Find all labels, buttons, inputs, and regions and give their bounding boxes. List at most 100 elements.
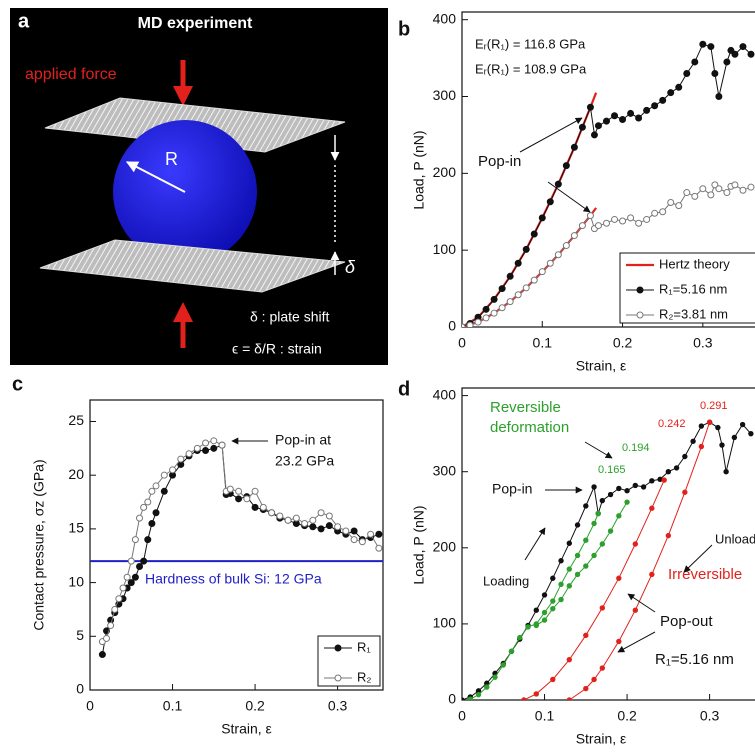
data-point bbox=[160, 487, 168, 495]
legend-label: R₁=5.16 nm bbox=[659, 281, 727, 296]
plot-frame bbox=[461, 387, 755, 701]
data-point bbox=[522, 284, 530, 292]
x-tick-label: 0.3 bbox=[700, 708, 720, 724]
data-point bbox=[462, 323, 466, 327]
annotation-arrow bbox=[683, 544, 713, 573]
y-tick-label: 15 bbox=[68, 520, 84, 536]
data-point bbox=[334, 523, 342, 531]
x-tick-label: 0.2 bbox=[613, 335, 633, 351]
data-point bbox=[375, 530, 383, 538]
legend-label: R₁ bbox=[357, 639, 371, 654]
data-point bbox=[747, 50, 755, 58]
data-point bbox=[98, 651, 106, 659]
data-point bbox=[538, 268, 546, 276]
data-point bbox=[558, 581, 564, 588]
data-point bbox=[462, 697, 465, 700]
x-tick-label: 0 bbox=[458, 335, 466, 351]
data-point bbox=[550, 676, 556, 683]
data-point bbox=[243, 495, 251, 503]
data-point bbox=[570, 232, 578, 240]
force-label: applied force bbox=[25, 66, 117, 83]
panel-label: a bbox=[18, 10, 30, 32]
data-point bbox=[148, 520, 156, 528]
data-point bbox=[140, 503, 148, 511]
y-tick-label: 200 bbox=[433, 539, 457, 555]
annotation: Pop-in bbox=[478, 153, 521, 170]
legend: Hertz theory R₁=5.16 nm R₂=3.81 nm bbox=[619, 252, 755, 324]
data-point bbox=[160, 471, 168, 479]
data-point bbox=[627, 109, 635, 117]
chart-panel: c 0 0.1 0.2 0.3 0 5 10 15 20 25 Strain, ε Contact pr… bbox=[12, 373, 384, 737]
data-point bbox=[367, 530, 375, 538]
data-point bbox=[747, 183, 755, 191]
data-point bbox=[723, 58, 731, 66]
data-point bbox=[616, 575, 622, 581]
x-tick-label: 0.1 bbox=[163, 698, 183, 714]
data-point bbox=[635, 114, 643, 122]
data-point bbox=[482, 305, 490, 313]
annotation-arrow bbox=[524, 527, 546, 561]
data-point bbox=[492, 674, 498, 680]
data-point bbox=[599, 497, 606, 504]
data-point bbox=[550, 605, 556, 612]
panel-a: a MD experiment applied force R δ δ : pl… bbox=[10, 8, 388, 365]
data-point bbox=[541, 592, 548, 598]
data-point bbox=[506, 272, 514, 280]
plot-frame bbox=[89, 399, 384, 691]
data-point bbox=[599, 665, 606, 671]
data-point bbox=[643, 106, 651, 114]
data-point bbox=[309, 516, 317, 524]
data-point bbox=[566, 540, 572, 546]
annotation: Unloading bbox=[715, 531, 755, 546]
data-point bbox=[546, 259, 554, 267]
annotation-arrow bbox=[584, 441, 613, 459]
data-point bbox=[202, 446, 210, 454]
data-point bbox=[375, 544, 383, 552]
legend-label: R₂ bbox=[357, 669, 371, 684]
data-point bbox=[602, 117, 610, 125]
data-point bbox=[111, 605, 119, 613]
data-point bbox=[342, 527, 350, 535]
data-point bbox=[651, 209, 659, 217]
y-tick-label: 0 bbox=[76, 681, 84, 697]
data-point bbox=[284, 516, 292, 524]
strain-label: ϵ = δ/R : strain bbox=[232, 341, 322, 357]
series-line bbox=[102, 440, 380, 643]
data-point bbox=[707, 191, 715, 199]
data-point bbox=[498, 285, 506, 293]
y-tick-label: 200 bbox=[433, 164, 457, 180]
data-point bbox=[566, 697, 572, 700]
series-line bbox=[523, 479, 665, 700]
data-point bbox=[517, 634, 523, 641]
data-point bbox=[500, 662, 506, 668]
data-point bbox=[177, 455, 185, 463]
data-point bbox=[739, 186, 747, 194]
data-point bbox=[715, 93, 723, 101]
data-point bbox=[235, 495, 243, 503]
data-point bbox=[482, 314, 490, 322]
y-tick-label: 100 bbox=[433, 615, 457, 631]
data-point bbox=[541, 609, 548, 616]
data-point bbox=[514, 291, 522, 299]
data-point bbox=[707, 43, 715, 51]
annotation: Eᵣ(R₁) = 108.9 GPa bbox=[475, 61, 587, 76]
data-point bbox=[594, 122, 602, 130]
data-point bbox=[715, 185, 723, 193]
data-point bbox=[550, 598, 556, 604]
annotation: R₁=5.16 nm bbox=[655, 651, 734, 668]
data-point bbox=[210, 444, 218, 452]
data-point bbox=[309, 523, 317, 531]
data-point bbox=[635, 219, 643, 227]
fit-line bbox=[462, 207, 597, 327]
x-tick-label: 0.3 bbox=[693, 335, 713, 351]
panel-label: d bbox=[398, 378, 410, 400]
data-point bbox=[484, 684, 490, 690]
annotation: deformation bbox=[490, 419, 569, 436]
data-point bbox=[566, 656, 572, 663]
data-point bbox=[562, 242, 570, 250]
data-point bbox=[566, 566, 572, 572]
data-point bbox=[127, 557, 135, 565]
x-tick-label: 0 bbox=[86, 698, 94, 714]
x-tick-label: 0.1 bbox=[533, 335, 553, 351]
y-tick-label: 300 bbox=[433, 462, 457, 478]
